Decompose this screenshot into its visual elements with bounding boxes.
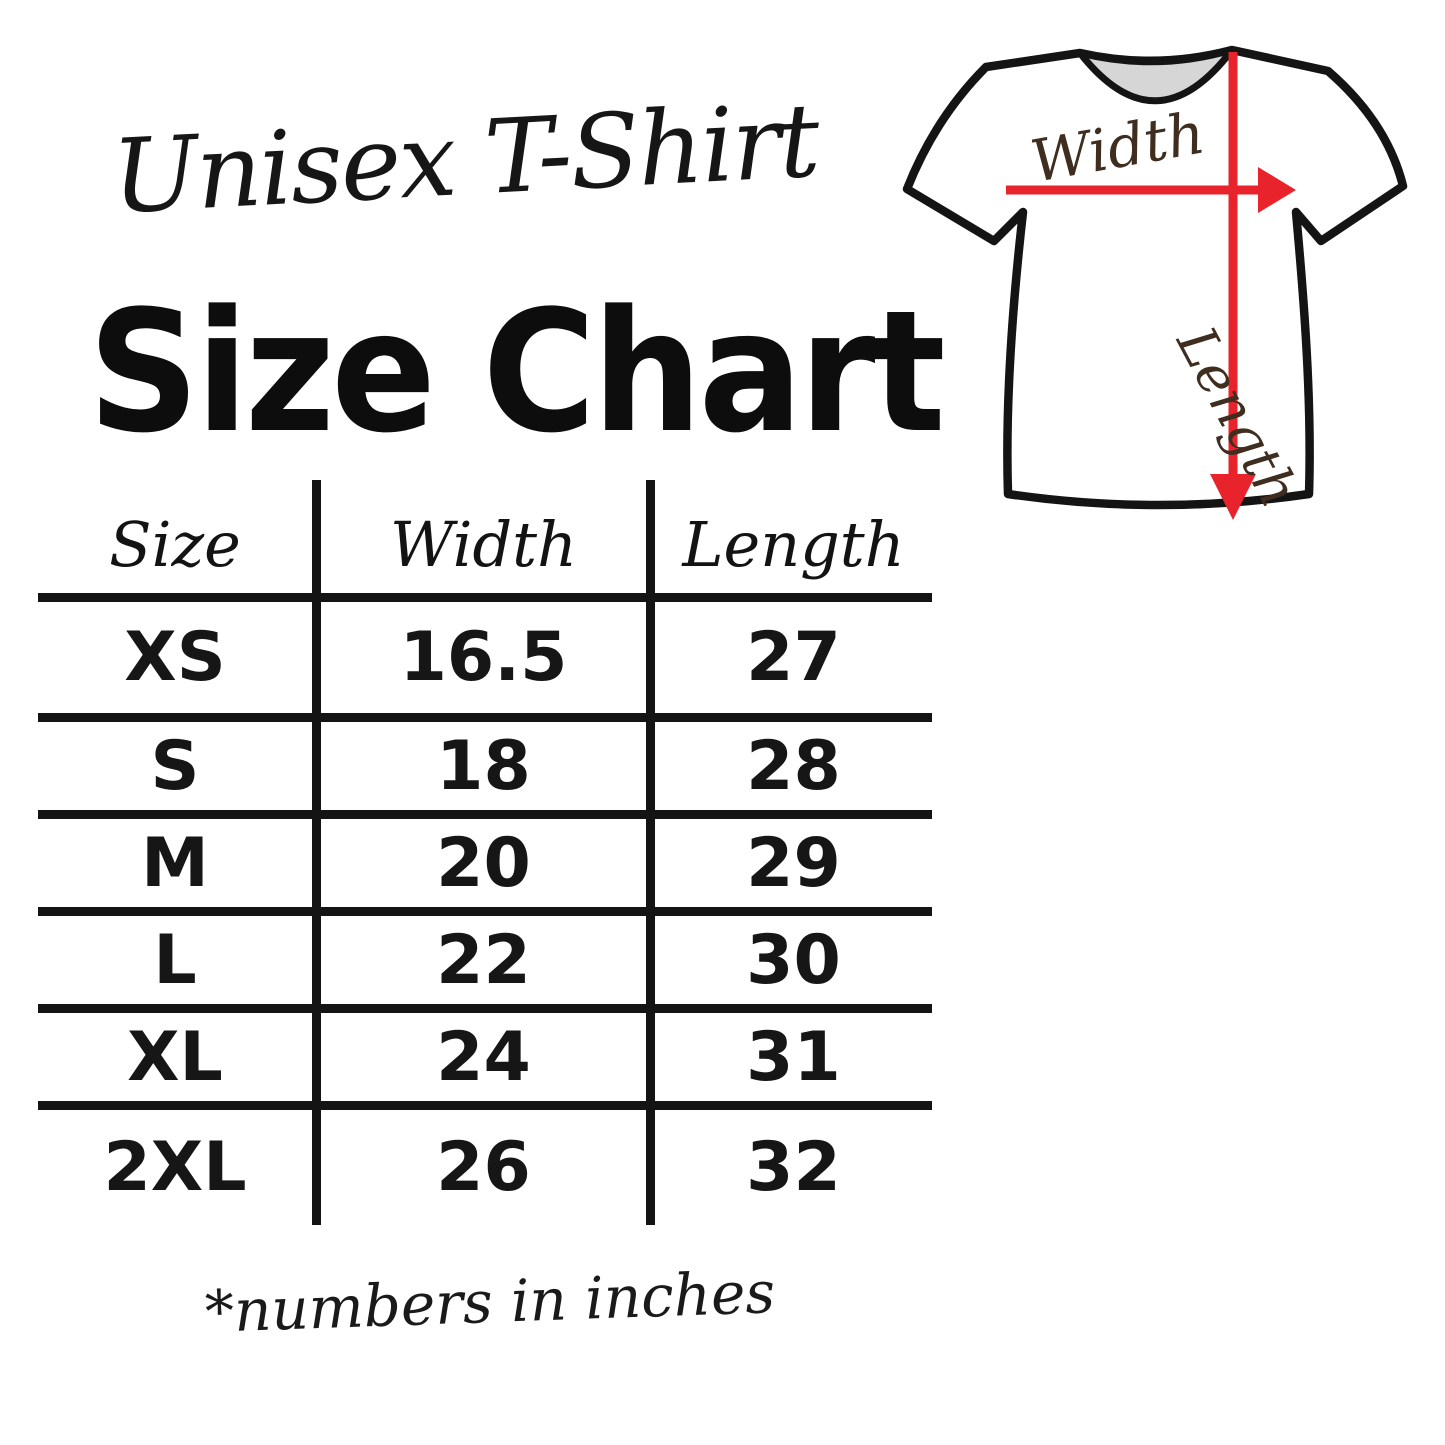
cell-xl-length: 31 (655, 1013, 932, 1110)
page-title: Size Chart (88, 274, 946, 470)
cell-l-width: 22 (321, 916, 655, 1013)
cell-xl-width: 24 (321, 1013, 655, 1110)
size-table: Size Width Length XS 16.5 27 S 18 28 M 2… (38, 480, 932, 1225)
col-header-length: Length (655, 480, 932, 602)
cell-xs-length: 27 (655, 602, 932, 722)
cell-xl-size: XL (38, 1013, 321, 1110)
cell-s-length: 28 (655, 722, 932, 819)
tshirt-diagram-icon: Width Length (902, 45, 1408, 520)
footnote: *numbers in inches (203, 1258, 777, 1346)
col-header-width: Width (321, 480, 655, 602)
cell-xs-size: XS (38, 602, 321, 722)
col-header-size: Size (38, 480, 321, 602)
cell-m-length: 29 (655, 819, 932, 916)
cell-l-size: L (38, 916, 321, 1013)
cell-s-width: 18 (321, 722, 655, 819)
cell-2xl-size: 2XL (38, 1110, 321, 1225)
cell-s-size: S (38, 722, 321, 819)
cell-2xl-length: 32 (746, 1128, 841, 1207)
script-title: Unisex T-Shirt (109, 81, 821, 238)
tshirt-outline (902, 45, 1408, 510)
cell-l-length: 30 (655, 916, 932, 1013)
cell-m-size: M (38, 819, 321, 916)
tshirt-collar (1076, 46, 1236, 105)
cell-2xl-width: 26 (321, 1110, 655, 1225)
cell-m-width: 20 (321, 819, 655, 916)
cell-xs-width: 16.5 (321, 602, 655, 722)
width-arrow (1006, 167, 1296, 213)
length-arrow (1210, 52, 1256, 520)
